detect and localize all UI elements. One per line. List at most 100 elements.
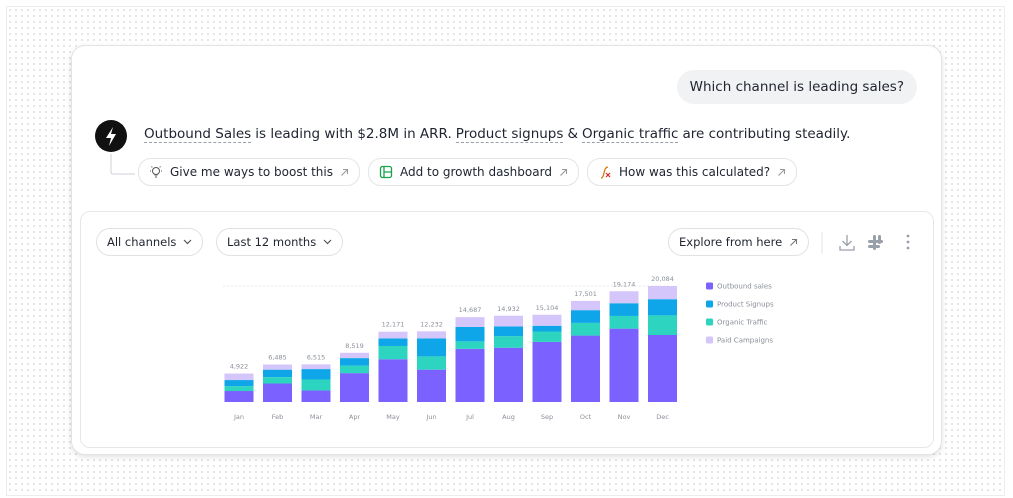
x-tick-label: Oct — [580, 413, 592, 421]
bar-segment — [532, 325, 562, 332]
bar-segment — [571, 335, 600, 402]
bar-segment — [494, 326, 523, 337]
legend-swatch — [706, 300, 713, 308]
download-icon[interactable] — [839, 235, 855, 251]
chip-icon — [600, 166, 611, 179]
answer-text: & — [567, 126, 578, 142]
bar-segment — [417, 369, 446, 402]
bar-segment — [263, 377, 292, 384]
bar-segment — [532, 331, 562, 342]
total-label: 17,501 — [574, 290, 597, 298]
bar-segment — [301, 369, 331, 380]
bar-segment — [340, 365, 369, 374]
answer-link[interactable]: Organic traffic — [582, 126, 679, 143]
bar-segment — [609, 328, 639, 402]
total-label: 4,922 — [230, 363, 249, 371]
answer-link[interactable]: Product signups — [455, 126, 564, 143]
bar-segment — [648, 299, 677, 316]
bar-segment — [455, 341, 485, 349]
bar-segment — [224, 380, 254, 387]
bar-segment — [494, 336, 523, 348]
x-tick-label: Apr — [349, 413, 361, 421]
bar-segment — [648, 335, 677, 402]
x-tick-label: Jul — [465, 413, 474, 421]
bar-segment — [378, 345, 408, 360]
x-tick-label: Jun — [425, 413, 436, 421]
filter-channels[interactable]: All channels — [96, 228, 204, 256]
chevron — [323, 239, 332, 245]
total-label: 14,932 — [497, 305, 520, 313]
arrow-icon — [790, 238, 798, 246]
x-tick-label: Feb — [272, 413, 284, 421]
bar-segment — [417, 331, 446, 339]
chip-label: Add to growth dashboard — [399, 165, 552, 179]
bar-segment — [532, 341, 562, 402]
legend-label: Paid Campaigns — [717, 337, 773, 345]
filter-label: All channels — [107, 235, 177, 249]
assistant-answer: Outbound Sales is leading with $2.8M in A… — [144, 126, 854, 143]
x-tick-label: Nov — [618, 413, 631, 421]
answer-link[interactable]: Outbound Sales — [144, 126, 252, 143]
legend-swatch — [706, 336, 713, 344]
bar-segment — [417, 356, 446, 370]
bar-segment — [571, 300, 600, 311]
total-label: 8,519 — [345, 342, 364, 350]
arrow-icon — [560, 168, 568, 176]
chip-label: Give me ways to boost this — [170, 165, 333, 179]
bar-segment — [648, 286, 677, 300]
answer-text: is leading with $2.8M in ARR. — [255, 126, 452, 142]
suggestion-chip[interactable]: Give me ways to boost this — [138, 158, 360, 186]
x-tick-label: Aug — [502, 413, 515, 421]
filter-label: Last 12 months — [227, 235, 317, 249]
total-label: 6,485 — [268, 354, 287, 362]
more-icon[interactable] — [906, 234, 910, 250]
bar-segment — [455, 348, 485, 402]
bar-segment — [455, 317, 485, 327]
chart-panel: All channels Last 12 months Explore from… — [80, 211, 934, 448]
suggestion-chip[interactable]: Add to growth dashboard — [367, 158, 579, 186]
answer-text: are contributing steadily. — [682, 126, 851, 142]
x-tick-label: Sep — [541, 413, 553, 421]
explore-button[interactable]: Explore from here — [668, 228, 810, 256]
bar-segment — [571, 310, 600, 323]
chevron — [183, 239, 192, 245]
share-icon[interactable] — [868, 235, 883, 250]
legend-label: Organic Traffic — [717, 319, 768, 327]
button-label: Explore from here — [679, 235, 783, 249]
bar-segment — [609, 291, 639, 304]
bar-segment — [263, 369, 292, 378]
stacked-bar-chart: 4,922 Jan 6,485 Feb 6,515 Mar 8,519 Apr 12,171 Ma… — [223, 275, 774, 421]
bar-segment — [263, 364, 292, 370]
bar-segment — [340, 352, 369, 359]
total-label: 15,104 — [536, 304, 559, 312]
bar-segment — [301, 390, 331, 402]
legend-label: Product Signups — [717, 301, 774, 309]
bar-segment — [224, 386, 254, 392]
bar-segment — [301, 364, 331, 370]
bar-segment — [224, 391, 254, 402]
bar-segment — [609, 303, 639, 316]
total-label: 19,174 — [613, 280, 636, 288]
bar-segment — [648, 315, 677, 336]
bar-segment — [455, 326, 485, 342]
total-label: 14,687 — [459, 306, 482, 314]
bar-segment — [340, 373, 369, 402]
bar-segment — [494, 347, 523, 402]
chat-card: Which channel is leading sales? Outbound… — [71, 45, 942, 455]
bar-segment — [378, 338, 408, 346]
x-tick-label: Jan — [233, 413, 244, 421]
bar-segment — [609, 315, 639, 329]
suggestion-chip[interactable]: How was this calculated? — [586, 158, 798, 186]
bar-segment — [301, 379, 331, 391]
assistant-avatar — [95, 120, 135, 175]
x-tick-label: Mar — [310, 413, 323, 421]
total-label: 6,515 — [307, 353, 326, 361]
bar-segment — [532, 314, 562, 326]
chip-icon — [379, 165, 393, 179]
legend-swatch — [706, 318, 713, 326]
bar-segment — [263, 383, 292, 402]
filter-period[interactable]: Last 12 months — [216, 228, 344, 256]
bar-segment — [494, 315, 523, 327]
x-tick-label: Dec — [656, 413, 669, 421]
suggestions: Give me ways to boost this Add to growth … — [138, 158, 798, 186]
